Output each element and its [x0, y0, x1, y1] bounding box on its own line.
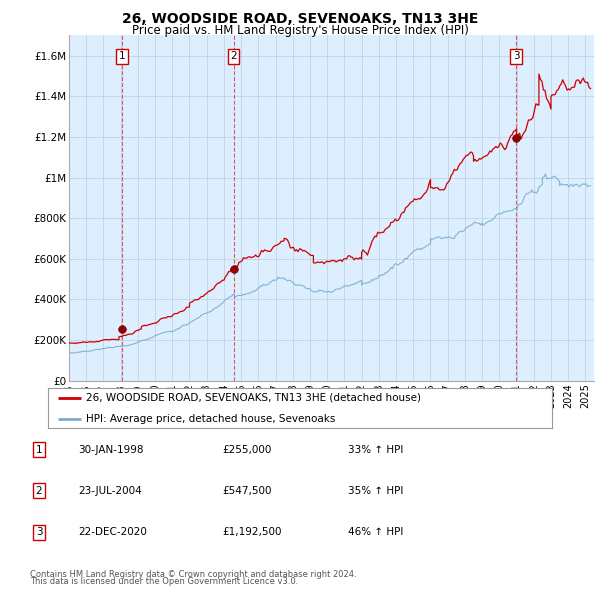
Text: 22-DEC-2020: 22-DEC-2020: [78, 527, 147, 537]
Text: 46% ↑ HPI: 46% ↑ HPI: [348, 527, 403, 537]
Text: £547,500: £547,500: [222, 486, 271, 496]
Text: 26, WOODSIDE ROAD, SEVENOAKS, TN13 3HE: 26, WOODSIDE ROAD, SEVENOAKS, TN13 3HE: [122, 12, 478, 26]
Text: 1: 1: [119, 51, 125, 61]
Text: This data is licensed under the Open Government Licence v3.0.: This data is licensed under the Open Gov…: [30, 578, 298, 586]
Text: Contains HM Land Registry data © Crown copyright and database right 2024.: Contains HM Land Registry data © Crown c…: [30, 571, 356, 579]
Text: 3: 3: [513, 51, 520, 61]
Text: 2: 2: [35, 486, 43, 496]
Text: £1,192,500: £1,192,500: [222, 527, 281, 537]
Text: 1: 1: [35, 445, 43, 454]
Text: £255,000: £255,000: [222, 445, 271, 454]
Text: 2: 2: [230, 51, 237, 61]
Text: 30-JAN-1998: 30-JAN-1998: [78, 445, 143, 454]
Text: 26, WOODSIDE ROAD, SEVENOAKS, TN13 3HE (detached house): 26, WOODSIDE ROAD, SEVENOAKS, TN13 3HE (…: [86, 393, 421, 402]
Text: 3: 3: [35, 527, 43, 537]
Text: 23-JUL-2004: 23-JUL-2004: [78, 486, 142, 496]
Text: Price paid vs. HM Land Registry's House Price Index (HPI): Price paid vs. HM Land Registry's House …: [131, 24, 469, 37]
Text: 33% ↑ HPI: 33% ↑ HPI: [348, 445, 403, 454]
Text: 35% ↑ HPI: 35% ↑ HPI: [348, 486, 403, 496]
Text: HPI: Average price, detached house, Sevenoaks: HPI: Average price, detached house, Seve…: [86, 414, 335, 424]
